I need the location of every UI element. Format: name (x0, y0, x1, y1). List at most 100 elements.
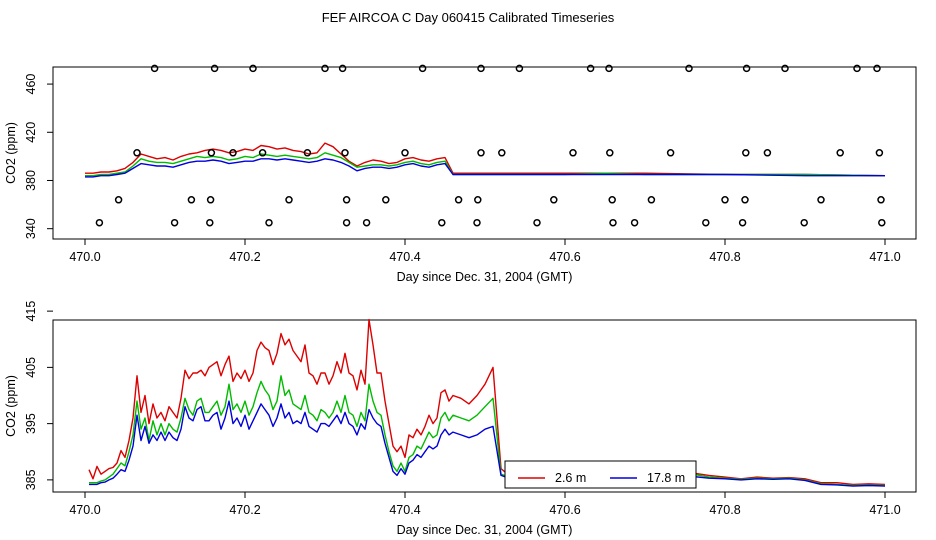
top-marker-point (418, 64, 427, 73)
top-marker-point (608, 196, 616, 204)
bottom-x-tick-label: 471.0 (869, 503, 900, 517)
top-marker-point (817, 196, 825, 204)
top-marker-point (742, 149, 750, 157)
top-y-tick-label: 340 (24, 218, 38, 239)
top-marker-point (836, 149, 844, 157)
bottom-y-axis: 385 395 405 415 (24, 301, 53, 490)
legend-label-17-8m: 17.8 m (647, 471, 685, 485)
top-panel: 470.0 470.2 470.4 470.6 470.8 471.0 340 380 420… (4, 64, 917, 284)
bottom-x-tick-label: 470.0 (69, 503, 100, 517)
top-marker-point (569, 149, 577, 157)
top-marker-point (605, 64, 613, 73)
top-marker-point (382, 196, 390, 204)
top-series-line-1 (85, 142, 886, 177)
top-marker-point (702, 218, 710, 227)
top-marker-point (685, 64, 693, 73)
top-plot-area (85, 64, 886, 227)
top-marker-point (258, 149, 267, 157)
bottom-y-tick-label: 385 (24, 469, 38, 490)
top-x-tick-label: 470.6 (549, 250, 580, 264)
top-marker-point (473, 218, 481, 227)
bottom-x-tick-label: 470.2 (229, 503, 260, 517)
top-x-tick-label: 470.2 (229, 250, 260, 264)
top-marker-point (873, 64, 881, 73)
top-marker-point (738, 218, 747, 227)
top-marker-point (742, 64, 751, 73)
top-marker-point (210, 64, 219, 73)
bottom-series-line-2 (89, 375, 886, 487)
top-x-tick-label: 471.0 (869, 250, 900, 264)
bottom-y-tick-label: 405 (24, 357, 38, 378)
top-marker-point (342, 218, 351, 227)
top-x-axis: 470.0 470.2 470.4 470.6 470.8 471.0 (69, 239, 901, 264)
top-marker-point (781, 64, 789, 73)
top-series-line-2 (85, 152, 886, 177)
top-marker-point (249, 64, 257, 73)
top-marker-point (474, 196, 482, 204)
chart-title: FEF AIRCOA C Day 060415 Calibrated Times… (322, 10, 615, 25)
top-marker-point (438, 218, 446, 227)
top-marker-point (229, 149, 237, 157)
top-marker-point (853, 64, 861, 73)
top-x-axis-label: Day since Dec. 31, 2004 (GMT) (397, 270, 573, 284)
top-marker-point (763, 149, 772, 157)
top-marker-point (741, 196, 749, 204)
bottom-y-tick-label: 415 (24, 301, 38, 322)
top-marker-point (170, 218, 179, 227)
top-marker-point (362, 218, 371, 227)
top-marker-point (207, 149, 216, 157)
bottom-x-tick-label: 470.4 (389, 503, 420, 517)
top-marker-point (342, 196, 351, 204)
top-plot-frame (52, 66, 917, 240)
top-series-line-3 (85, 158, 885, 178)
top-marker-point (533, 218, 541, 227)
top-marker-point (206, 218, 214, 227)
top-marker-point (133, 149, 141, 157)
legend-label-2-6m: 2.6 m (555, 471, 586, 485)
top-marker-point (206, 196, 215, 204)
bottom-series-line-1 (88, 318, 886, 486)
top-marker-point (95, 218, 104, 227)
top-marker-point (666, 149, 675, 157)
bottom-x-tick-label: 470.8 (709, 503, 740, 517)
top-x-tick-label: 470.4 (389, 250, 420, 264)
top-marker-point (341, 149, 349, 157)
top-marker-point (401, 149, 409, 157)
legend-box (504, 460, 697, 489)
top-marker-point (606, 149, 614, 157)
top-marker-point (150, 64, 159, 73)
top-y-axis-label: CO2 (ppm) (4, 122, 18, 184)
top-marker-point (477, 149, 485, 157)
top-marker-point (321, 64, 329, 73)
top-marker-point (609, 218, 617, 227)
top-marker-point (630, 218, 639, 227)
top-marker-point (800, 218, 808, 227)
top-marker-point (285, 196, 293, 204)
top-y-axis: 340 380 420 460 (24, 74, 53, 239)
top-marker-point (721, 196, 729, 204)
top-marker-point (454, 196, 463, 204)
bottom-plot-frame (52, 319, 917, 493)
top-y-tick-label: 420 (24, 122, 38, 143)
bottom-plot-area (88, 318, 886, 487)
bottom-panel: 470.0 470.2 470.4 470.6 470.8 471.0 385 395 405… (4, 301, 917, 537)
bottom-x-tick-label: 470.6 (549, 503, 580, 517)
bottom-y-axis-label: CO2 (ppm) (4, 375, 18, 437)
top-marker-point (515, 64, 524, 73)
top-y-tick-label: 380 (24, 170, 38, 191)
bottom-x-axis: 470.0 470.2 470.4 470.6 470.8 471.0 (69, 492, 901, 517)
top-marker-point (550, 196, 558, 204)
top-marker-point (647, 196, 656, 204)
bottom-y-tick-label: 395 (24, 413, 38, 434)
top-x-tick-label: 470.0 (69, 250, 100, 264)
top-marker-point (498, 149, 506, 157)
top-marker-point (187, 196, 196, 204)
legend: 2.6 m 17.8 m (504, 460, 697, 489)
top-marker-point (586, 64, 595, 73)
top-marker-point (265, 218, 273, 227)
top-x-tick-label: 470.8 (709, 250, 740, 264)
top-marker-point (878, 218, 886, 227)
top-marker-point (114, 196, 123, 204)
top-marker-point (877, 196, 885, 204)
